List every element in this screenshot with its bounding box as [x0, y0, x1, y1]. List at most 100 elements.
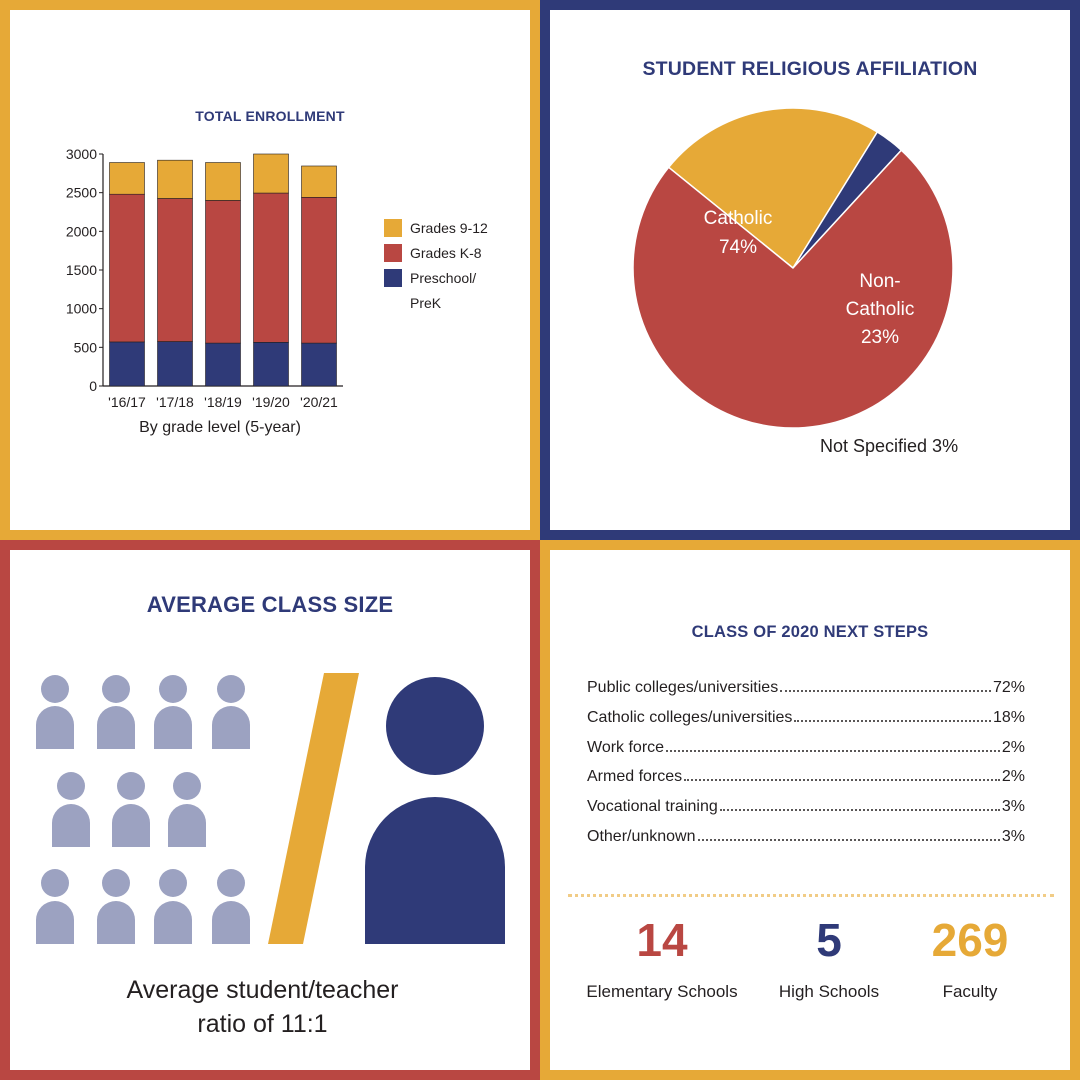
student-icon — [36, 675, 74, 749]
class-size-illustration — [36, 673, 505, 944]
bar-segment — [157, 198, 193, 342]
bar-segment — [109, 162, 145, 195]
not-specified-label: Not Specified 3% — [820, 436, 959, 456]
y-tick-label: 1500 — [66, 262, 97, 278]
stat-elementary-schools: 14 Elementary Schools — [562, 915, 762, 1002]
enrollment-panel-border — [0, 0, 540, 540]
class-size-panel: AVERAGE CLASS SIZE Average student/teach… — [0, 540, 540, 1080]
student-icon — [36, 869, 74, 944]
catholic-value: 74% — [718, 237, 758, 258]
leader-dots — [684, 779, 1000, 782]
legend-item-grades-9-12: Grades 9-12 — [384, 216, 488, 241]
bar-segment — [301, 165, 337, 198]
next-steps-heading: CLASS OF 2020 NEXT STEPS — [691, 623, 929, 641]
list-item-label: Other/unknown — [587, 827, 696, 845]
legend-swatch — [384, 269, 402, 287]
leader-dots — [719, 809, 1000, 812]
stat-label: High Schools — [778, 982, 880, 1001]
catholic-name: Catholic — [703, 208, 773, 229]
legend-swatch — [384, 244, 402, 262]
bar-segment — [253, 192, 289, 343]
student-icon — [154, 869, 192, 944]
religion-heading: STUDENT RELIGIOUS AFFILIATION — [642, 58, 978, 80]
noncatholic-name-line1: Non- — [859, 271, 901, 292]
teacher-icon — [365, 677, 505, 944]
bar-segment — [157, 341, 193, 387]
x-tick-label: '17/18 — [156, 394, 194, 410]
legend-item-preschool: Preschool/PreK — [384, 266, 488, 316]
list-item: Vocational training 3% — [587, 798, 1025, 828]
next-steps-panel-border — [540, 540, 1080, 1080]
bar-segment — [109, 193, 145, 343]
student-icons — [36, 675, 250, 944]
list-item: Work force 2% — [587, 739, 1025, 769]
enrollment-bar-chart: 0 500 1000 1500 2000 2500 3000 '16/17 '17/18 '18/… — [66, 146, 343, 410]
y-tick-label: 1000 — [66, 301, 97, 317]
class-size-heading: AVERAGE CLASS SIZE — [146, 592, 394, 617]
leader-dots — [780, 690, 991, 692]
catholic-label: Catholic 74% — [680, 204, 796, 262]
leader-dots — [794, 719, 991, 722]
dotted-divider — [568, 894, 1054, 897]
legend-label-line1: Preschool/ — [410, 270, 477, 286]
y-tick-label: 0 — [89, 378, 97, 394]
list-item-label: Public colleges/universities — [587, 679, 779, 696]
student-icon — [97, 675, 135, 749]
enrollment-subtitle: By grade level (5-year) — [139, 419, 301, 436]
pie-slice — [667, 107, 879, 269]
list-item-label: Catholic colleges/universities — [587, 708, 793, 726]
legend-label-line2: PreK — [410, 295, 442, 311]
student-icon — [52, 772, 90, 847]
legend-swatch — [384, 219, 402, 237]
noncatholic-name-line2: Catholic — [845, 299, 915, 320]
list-item: Catholic colleges/universities 18% — [587, 709, 1025, 739]
stat-value: 14 — [636, 914, 688, 966]
list-item-label: Armed forces — [587, 768, 683, 786]
list-item-label: Work force — [587, 738, 665, 756]
y-tick-label: 2000 — [66, 223, 97, 239]
religion-panel-border — [540, 0, 1080, 540]
stat-value: 269 — [931, 914, 1009, 966]
y-tick-label: 3000 — [66, 146, 97, 162]
student-icon — [154, 675, 192, 749]
stat-faculty: 269 Faculty — [910, 915, 1030, 1002]
ratio-caption-line1: Average student/teacher — [126, 976, 399, 1004]
legend-item-grades-k-8: Grades K-8 — [384, 241, 488, 266]
student-icon — [168, 772, 206, 847]
religion-pie-chart — [632, 107, 954, 429]
legend-label: Preschool/PreK — [410, 266, 476, 316]
student-icon — [97, 869, 135, 944]
bar-segment — [109, 341, 145, 387]
list-item: Armed forces 2% — [587, 768, 1025, 798]
bar-segment — [205, 200, 241, 344]
x-tick-label: '16/17 — [108, 394, 146, 410]
ratio-slash — [268, 673, 359, 944]
enrollment-panel: TOTAL ENROLLMENT 0 500 1000 1500 2000 2500 300… — [0, 0, 540, 540]
x-tick-label: '18/19 — [204, 394, 242, 410]
next-steps-panel: CLASS OF 2020 NEXT STEPS Public colleges… — [540, 540, 1080, 1080]
list-item: Public colleges/universities 72% — [587, 679, 1025, 709]
x-tick-label: '19/20 — [252, 394, 290, 410]
student-icon — [212, 869, 250, 944]
pie-slice — [632, 149, 954, 429]
noncatholic-value: 23% — [860, 327, 900, 348]
student-icon — [112, 772, 150, 847]
list-item-value: 2% — [1001, 738, 1025, 756]
list-item-value: 18% — [992, 708, 1025, 726]
bar-segment — [253, 153, 289, 194]
bar-segment — [205, 342, 241, 387]
legend-label: Grades K-8 — [410, 245, 482, 261]
bar-segment — [301, 197, 337, 344]
noncatholic-label: Non- Catholic 23% — [820, 268, 940, 352]
stat-label: Elementary Schools — [586, 982, 738, 1001]
next-steps-list: Public colleges/universities 72% Catholic… — [587, 679, 1025, 858]
leader-dots — [697, 838, 1000, 841]
bar-segment — [205, 162, 241, 201]
ratio-caption-line2: ratio of 11:1 — [197, 1010, 328, 1038]
list-item-value: 3% — [1001, 798, 1025, 816]
ratio-caption: Average student/teacher ratio of 11:1 — [0, 973, 525, 1041]
bar-segment — [253, 342, 289, 387]
y-tick-label: 500 — [74, 339, 98, 355]
student-icon — [212, 675, 250, 749]
list-item-value: 2% — [1001, 768, 1025, 786]
